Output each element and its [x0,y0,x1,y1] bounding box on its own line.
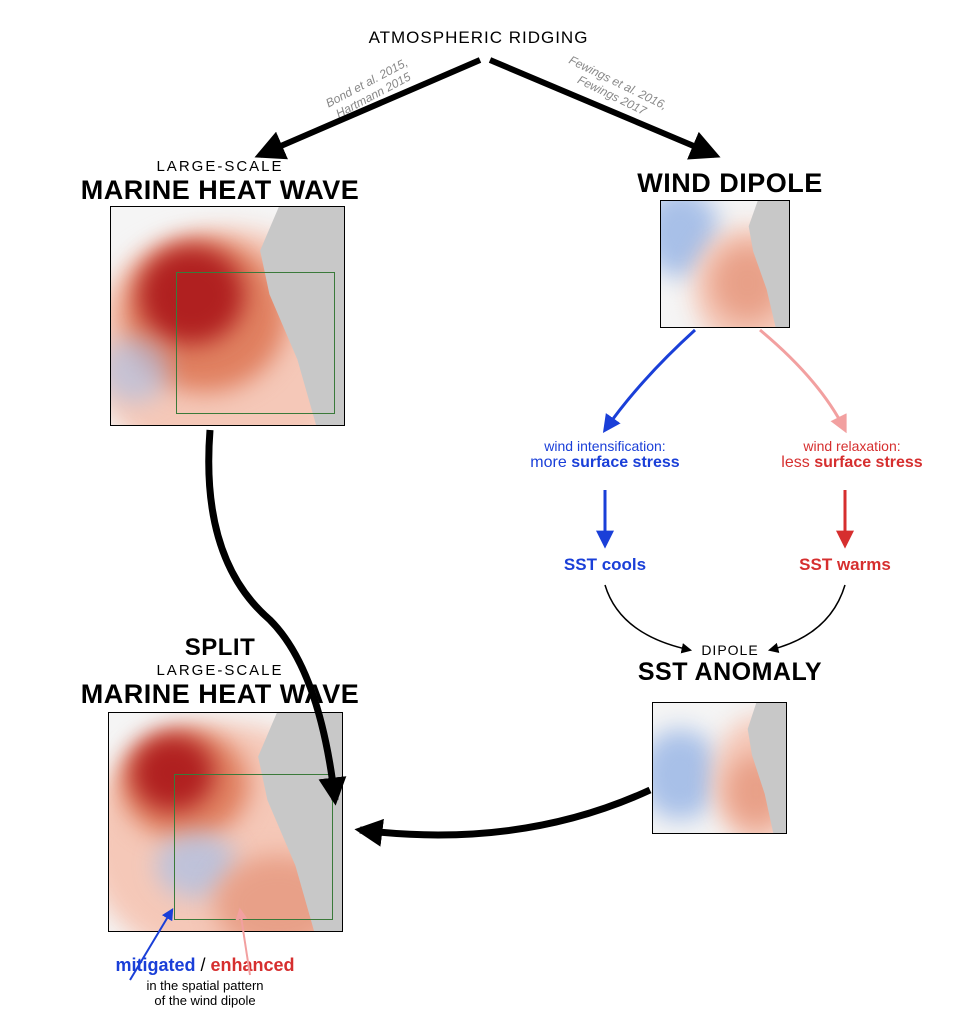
sst-anomaly-title: SST ANOMALY [590,658,870,687]
arrow-sst_to_split [360,790,650,835]
arrow-wind_to_blue [605,330,695,430]
mhw-title: MARINE HEAT WAVE [60,175,380,206]
sst-warms: SST warms [785,555,905,575]
arrow-warms_to_dipole [770,585,845,650]
split-title: SPLIT [60,634,380,662]
mitigated-enhanced-line: mitigated / enhanced [55,955,355,976]
map-split-mhw [108,712,343,932]
citation-left: Bond et al. 2015, Hartmann 2015 [302,44,439,134]
atmospheric-ridging-title: ATMOSPHERIC RIDGING [0,28,957,48]
less-surface-stress: less surface stress [752,454,952,472]
arrow-wind_to_red [760,330,845,430]
map-marine-heat-wave [110,206,345,426]
map-sst-anomaly [652,702,787,834]
map-wind-dipole [660,200,790,328]
bottom-caption: in the spatial pattern of the wind dipol… [55,978,355,1008]
split-mhw-title: MARINE HEAT WAVE [60,679,380,710]
wind-intensification-label: wind intensification: [505,438,705,454]
dipole-subhead: DIPOLE [590,642,870,658]
mhw-subhead: LARGE-SCALE [60,158,380,175]
more-surface-stress: more surface stress [505,454,705,472]
citation-right: Fewings et al. 2016, Fewings 2017 [541,44,688,135]
arrow-cools_to_dipole [605,585,690,650]
wind-dipole-title: WIND DIPOLE [560,168,900,199]
split-subhead: LARGE-SCALE [60,662,380,679]
sst-cools: SST cools [545,555,665,575]
wind-relaxation-label: wind relaxation: [752,438,952,454]
